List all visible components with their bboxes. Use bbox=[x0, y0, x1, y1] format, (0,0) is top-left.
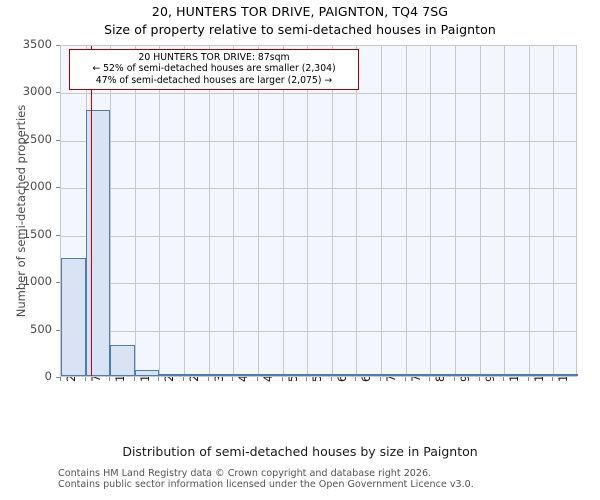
gridline bbox=[134, 46, 136, 376]
gridline bbox=[61, 235, 576, 237]
gridline bbox=[430, 46, 432, 376]
x-axis-tick-mark bbox=[404, 377, 406, 381]
histogram-bar bbox=[184, 374, 209, 376]
y-axis-tick-label: 2500 bbox=[22, 131, 52, 146]
property-marker-line bbox=[90, 46, 93, 376]
y-axis-tick-mark bbox=[56, 92, 60, 94]
histogram-bar bbox=[356, 374, 382, 376]
x-axis-tick-mark bbox=[60, 377, 61, 381]
page-title: 20, HUNTERS TOR DRIVE, PAIGNTON, TQ4 7SG bbox=[151, 4, 449, 19]
gridline bbox=[257, 46, 259, 376]
histogram-bar bbox=[110, 345, 135, 376]
histogram-bar bbox=[208, 374, 234, 376]
footer-line-1: Contains HM Land Registry data © Crown c… bbox=[58, 468, 432, 479]
y-axis-tick-mark bbox=[56, 139, 60, 141]
gridline bbox=[553, 46, 555, 376]
x-axis-tick-mark bbox=[84, 377, 86, 381]
y-axis-tick-label: 1500 bbox=[22, 226, 52, 241]
annotation-line-1: 20 HUNTERS TOR DRIVE: 87sqm bbox=[138, 52, 290, 63]
y-axis-tick-mark bbox=[56, 45, 60, 46]
histogram-bar bbox=[479, 374, 505, 376]
gridline bbox=[233, 46, 235, 376]
y-axis-tick-mark bbox=[56, 282, 60, 284]
gridline bbox=[454, 46, 456, 376]
footer-attribution: Contains HM Land Registry data © Crown c… bbox=[58, 468, 474, 490]
gridline bbox=[307, 46, 309, 376]
y-axis-tick-label: 500 bbox=[30, 321, 52, 336]
x-axis-tick-mark bbox=[183, 377, 185, 381]
x-axis-tick-mark bbox=[429, 377, 431, 381]
gridline bbox=[208, 46, 210, 376]
gridline bbox=[110, 46, 112, 376]
annotation-line-2: ← 52% of semi-detached houses are smalle… bbox=[92, 63, 336, 75]
gridline bbox=[61, 330, 576, 332]
y-axis-tick-label: 0 bbox=[44, 369, 52, 383]
histogram-bar bbox=[159, 374, 185, 376]
x-axis-tick-mark bbox=[306, 377, 308, 381]
x-axis-tick-mark bbox=[380, 377, 382, 381]
gridline bbox=[381, 46, 383, 376]
property-annotation-box: 20 HUNTERS TOR DRIVE: 87sqm ← 52% of sem… bbox=[69, 49, 359, 90]
histogram-bar bbox=[257, 374, 283, 376]
gridline bbox=[61, 93, 576, 95]
histogram-bar bbox=[61, 257, 86, 376]
histogram-bar bbox=[233, 374, 258, 376]
footer-line-2: Contains public sector information licen… bbox=[58, 479, 474, 491]
y-axis-tick-label: 3500 bbox=[22, 37, 52, 51]
gridline bbox=[479, 46, 481, 376]
x-axis-tick-mark bbox=[207, 377, 209, 381]
y-axis-tick-label: 2000 bbox=[22, 179, 52, 194]
y-axis-tick-mark bbox=[56, 187, 60, 189]
gridline bbox=[528, 46, 530, 376]
gridline bbox=[184, 46, 186, 376]
x-axis-tick-mark bbox=[453, 377, 455, 381]
histogram-bar bbox=[134, 370, 160, 376]
y-axis-tick-mark bbox=[56, 329, 60, 331]
histogram-bar bbox=[528, 374, 554, 376]
y-axis-tick-label: 1000 bbox=[22, 274, 52, 289]
x-axis-title: Distribution of semi-detached houses by … bbox=[122, 444, 478, 459]
histogram-bar bbox=[307, 374, 332, 376]
x-axis-tick-mark bbox=[109, 377, 111, 381]
histogram-bar bbox=[381, 374, 406, 376]
x-axis-tick-mark bbox=[527, 377, 529, 381]
gridline bbox=[356, 46, 358, 376]
gridline bbox=[61, 188, 576, 190]
gridline bbox=[61, 283, 576, 285]
y-axis-tick-mark bbox=[56, 377, 60, 378]
histogram-bar bbox=[282, 374, 308, 376]
histogram-bar bbox=[504, 374, 529, 376]
y-axis-tick-mark bbox=[56, 234, 60, 236]
x-axis-tick-mark bbox=[478, 377, 480, 381]
x-axis-tick-mark bbox=[552, 377, 554, 381]
gridline bbox=[504, 46, 506, 376]
histogram-bar bbox=[553, 374, 578, 376]
gridline bbox=[282, 46, 284, 376]
x-axis-tick-mark bbox=[232, 377, 234, 381]
plot-area: 20 HUNTERS TOR DRIVE: 87sqm ← 52% of sem… bbox=[60, 45, 578, 377]
chart-subtitle: Size of property relative to semi-detach… bbox=[104, 22, 496, 37]
histogram-bar bbox=[405, 374, 431, 376]
x-axis-tick-mark bbox=[256, 377, 258, 381]
x-axis-tick-mark bbox=[355, 377, 357, 381]
histogram-bar bbox=[331, 374, 357, 376]
gridline bbox=[331, 46, 333, 376]
histogram-bar bbox=[85, 110, 111, 376]
gridline bbox=[405, 46, 407, 376]
x-axis-tick-mark bbox=[330, 377, 332, 381]
histogram-bar bbox=[430, 374, 455, 376]
x-axis-tick-mark bbox=[158, 377, 160, 381]
annotation-line-3: 47% of semi-detached houses are larger (… bbox=[95, 74, 333, 86]
x-axis-tick-mark bbox=[281, 377, 283, 381]
gridline bbox=[159, 46, 161, 376]
gridline bbox=[61, 140, 576, 142]
x-axis-tick-mark bbox=[133, 377, 135, 381]
histogram-bar bbox=[454, 374, 480, 376]
y-axis-tick-label: 3000 bbox=[22, 84, 52, 99]
x-axis-tick-mark bbox=[503, 377, 505, 381]
